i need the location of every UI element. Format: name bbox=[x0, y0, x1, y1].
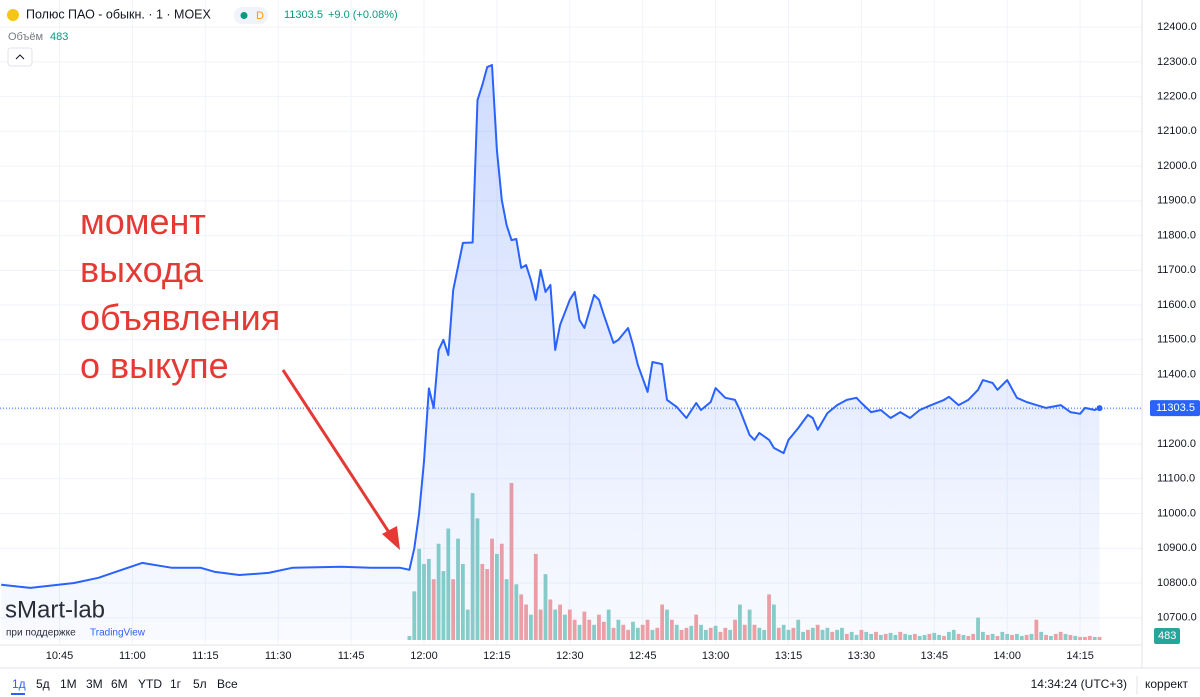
y-tick-label: 10700.0 bbox=[1157, 612, 1197, 624]
y-tick-label: 11100.0 bbox=[1157, 473, 1195, 485]
collapse-button[interactable] bbox=[7, 47, 33, 67]
range-button[interactable]: 1д bbox=[12, 677, 26, 691]
header-change: +9.0 (+0.08%) bbox=[328, 9, 398, 21]
volume-tag-label: 483 bbox=[1158, 630, 1176, 642]
annotation-line: объявления bbox=[80, 297, 280, 338]
watermark: sMart-lab bbox=[5, 596, 105, 623]
y-tick-label: 12100.0 bbox=[1157, 125, 1197, 137]
y-tick-label: 11500.0 bbox=[1157, 334, 1196, 346]
range-button[interactable]: Все bbox=[217, 677, 238, 691]
x-tick-label: 10:45 bbox=[46, 650, 74, 662]
interval-badge: D bbox=[256, 10, 264, 22]
x-tick-label: 14:15 bbox=[1066, 650, 1094, 662]
y-tick-label: 11900.0 bbox=[1157, 195, 1196, 207]
x-tick-label: 12:00 bbox=[410, 650, 438, 662]
price-area bbox=[1, 65, 1100, 640]
x-tick-label: 11:30 bbox=[265, 650, 292, 662]
volume-tag bbox=[1154, 628, 1180, 644]
collapse-icon bbox=[15, 54, 25, 60]
x-tick-label: 13:15 bbox=[775, 650, 803, 662]
y-tick-label: 12200.0 bbox=[1157, 90, 1197, 102]
y-tick-label: 12400.0 bbox=[1157, 21, 1197, 33]
x-tick-label: 11:15 bbox=[192, 650, 219, 662]
y-tick-label: 11200.0 bbox=[1157, 438, 1196, 450]
y-tick-label: 12000.0 bbox=[1157, 160, 1197, 172]
badge-bg bbox=[234, 7, 268, 24]
watermark-partner: TradingView bbox=[90, 628, 146, 639]
x-tick-label: 13:45 bbox=[921, 650, 949, 662]
x-tick-label: 14:00 bbox=[993, 650, 1021, 662]
y-tick-label: 11800.0 bbox=[1157, 229, 1196, 241]
arrow-head bbox=[382, 526, 400, 550]
range-button[interactable]: 5л bbox=[193, 677, 207, 691]
watermark-note: при поддержке bbox=[6, 628, 76, 639]
price-line bbox=[1, 64, 1100, 589]
x-tick-label: 11:00 bbox=[119, 650, 146, 662]
symbol-icon bbox=[7, 9, 19, 21]
clock: 14:34:24 (UTC+3) bbox=[1031, 677, 1127, 691]
y-tick-label: 11600.0 bbox=[1157, 299, 1196, 311]
price-tag bbox=[1150, 400, 1200, 417]
y-tick-label: 12300.0 bbox=[1157, 56, 1197, 68]
last-point bbox=[1096, 405, 1103, 412]
y-tick-label: 10800.0 bbox=[1157, 577, 1197, 589]
x-tick-label: 12:15 bbox=[483, 650, 511, 662]
volume-value: 483 bbox=[50, 31, 68, 43]
annotation-arrow bbox=[281, 369, 394, 538]
annotation-line: выхода bbox=[80, 249, 204, 290]
range-button[interactable]: 1г bbox=[170, 677, 182, 691]
adjust-button[interactable]: коррект bbox=[1145, 677, 1188, 691]
status-dot bbox=[240, 12, 248, 19]
price-tag-label: 11303.5 bbox=[1156, 402, 1195, 414]
x-tick-label: 11:45 bbox=[338, 650, 365, 662]
annotation-line: момент bbox=[80, 201, 206, 242]
header-price: 11303.5 bbox=[284, 9, 323, 21]
y-tick-label: 10900.0 bbox=[1157, 542, 1197, 554]
range-button[interactable]: 1М bbox=[60, 677, 77, 691]
range-button[interactable]: 3М bbox=[86, 677, 103, 691]
x-tick-label: 12:45 bbox=[629, 650, 657, 662]
y-tick-label: 11700.0 bbox=[1157, 264, 1196, 276]
range-button[interactable]: 6М bbox=[111, 677, 128, 691]
y-tick-label: 11000.0 bbox=[1157, 507, 1196, 519]
symbol-title[interactable]: Полюс ПАО - обыкн. · 1 · MOEX bbox=[26, 7, 212, 21]
x-tick-label: 13:30 bbox=[848, 650, 876, 662]
range-button[interactable]: 5д bbox=[36, 677, 50, 691]
annotation-line: о выкупе bbox=[80, 345, 229, 386]
x-tick-label: 12:30 bbox=[556, 650, 584, 662]
range-button[interactable]: YTD bbox=[138, 677, 162, 691]
volume-bar bbox=[1097, 636, 1102, 640]
x-tick-label: 13:00 bbox=[702, 650, 730, 662]
y-tick-label: 11400.0 bbox=[1157, 368, 1196, 380]
volume-label: Объём bbox=[8, 31, 43, 43]
